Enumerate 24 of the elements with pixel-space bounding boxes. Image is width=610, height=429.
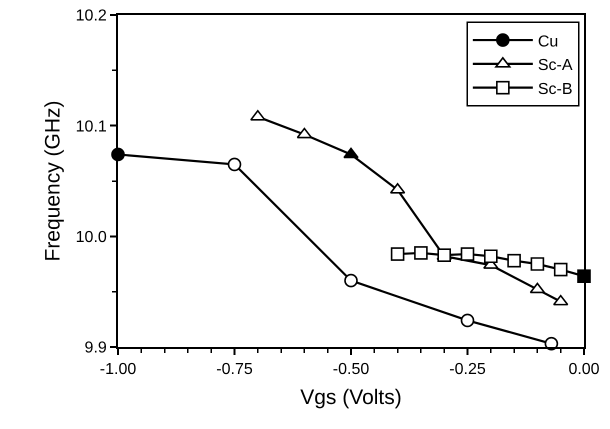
point: [460, 314, 474, 328]
y-tick-label: 9.9: [84, 340, 107, 357]
point: [554, 262, 568, 276]
x-tick-label: -0.75: [216, 361, 253, 378]
point: [228, 158, 242, 172]
x-tick-label: -0.25: [449, 361, 486, 378]
point: [507, 254, 521, 268]
x-axis-title: Vgs (Volts): [300, 386, 402, 409]
point: [530, 257, 544, 271]
point: [390, 247, 404, 261]
y-tick-label: 10.2: [76, 8, 107, 25]
legend-label: Sc-A: [538, 57, 573, 74]
y-axis-title: Frequency (GHz): [41, 100, 64, 262]
legend-label: Sc-B: [538, 80, 573, 98]
x-tick-label: -0.50: [332, 361, 370, 378]
x-tick-label: 0.00: [568, 361, 600, 378]
y-tick-label: 10.0: [76, 228, 107, 246]
point: [344, 274, 358, 288]
legend-label: Cu: [538, 33, 558, 50]
point: [414, 246, 428, 260]
y-tick-label: 10.1: [76, 118, 107, 136]
x-tick-label: -1.00: [100, 361, 136, 378]
point: [460, 247, 474, 261]
point: [484, 249, 498, 264]
